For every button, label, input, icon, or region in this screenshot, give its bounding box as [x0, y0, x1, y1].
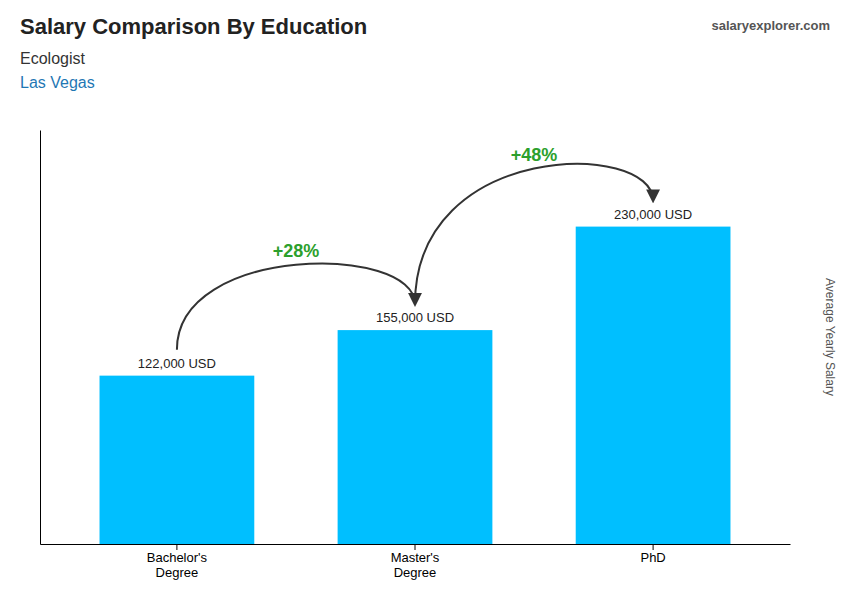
- x-tick: Master'sDegree: [391, 544, 440, 580]
- change-label: +28%: [273, 241, 320, 261]
- subtitle: Las Vegas: [20, 74, 95, 91]
- x-tick-label-line: Degree: [156, 565, 199, 580]
- change-label: +48%: [511, 145, 558, 165]
- y-axis-title: Average Yearly Salary: [823, 278, 837, 396]
- x-tick-label: Bachelor'sDegree: [147, 550, 208, 580]
- source-label: salaryexplorer.com: [711, 18, 830, 33]
- data-label: 155,000 USD: [376, 310, 454, 325]
- bar: [100, 376, 255, 544]
- subtitle: Ecologist: [20, 50, 85, 67]
- x-tick: PhD: [640, 544, 665, 565]
- x-tick-label: Master'sDegree: [391, 550, 440, 580]
- bar: [576, 227, 731, 544]
- y-axis-line: [40, 131, 41, 545]
- data-label: 122,000 USD: [138, 356, 216, 371]
- x-tick-label-line: Degree: [394, 565, 437, 580]
- x-axis: Bachelor'sDegreeMaster'sDegreePhD: [41, 544, 791, 580]
- data-label: 230,000 USD: [614, 207, 692, 222]
- change-arrow: [177, 264, 415, 350]
- annotations: +28% +48%: [177, 145, 653, 350]
- x-tick-mark: [653, 544, 654, 550]
- title: Salary Comparison By Education: [20, 14, 367, 39]
- x-tick-label-line: Master's: [391, 550, 440, 565]
- plot-area: Bachelor'sDegreeMaster'sDegreePhD122,000…: [41, 131, 791, 581]
- x-tick-mark: [176, 544, 177, 550]
- change-arrow: [415, 164, 653, 304]
- bar: [338, 330, 493, 544]
- x-tick-label-line: PhD: [640, 550, 665, 565]
- x-tick-label-line: Bachelor's: [147, 550, 208, 565]
- x-tick-mark: [415, 544, 416, 550]
- x-tick-label: PhD: [640, 550, 665, 565]
- chart: Salary Comparison By Education Ecologist L…: [0, 0, 850, 606]
- bars: [100, 227, 731, 544]
- y-axis: [40, 131, 41, 545]
- x-tick: Bachelor'sDegree: [147, 544, 208, 580]
